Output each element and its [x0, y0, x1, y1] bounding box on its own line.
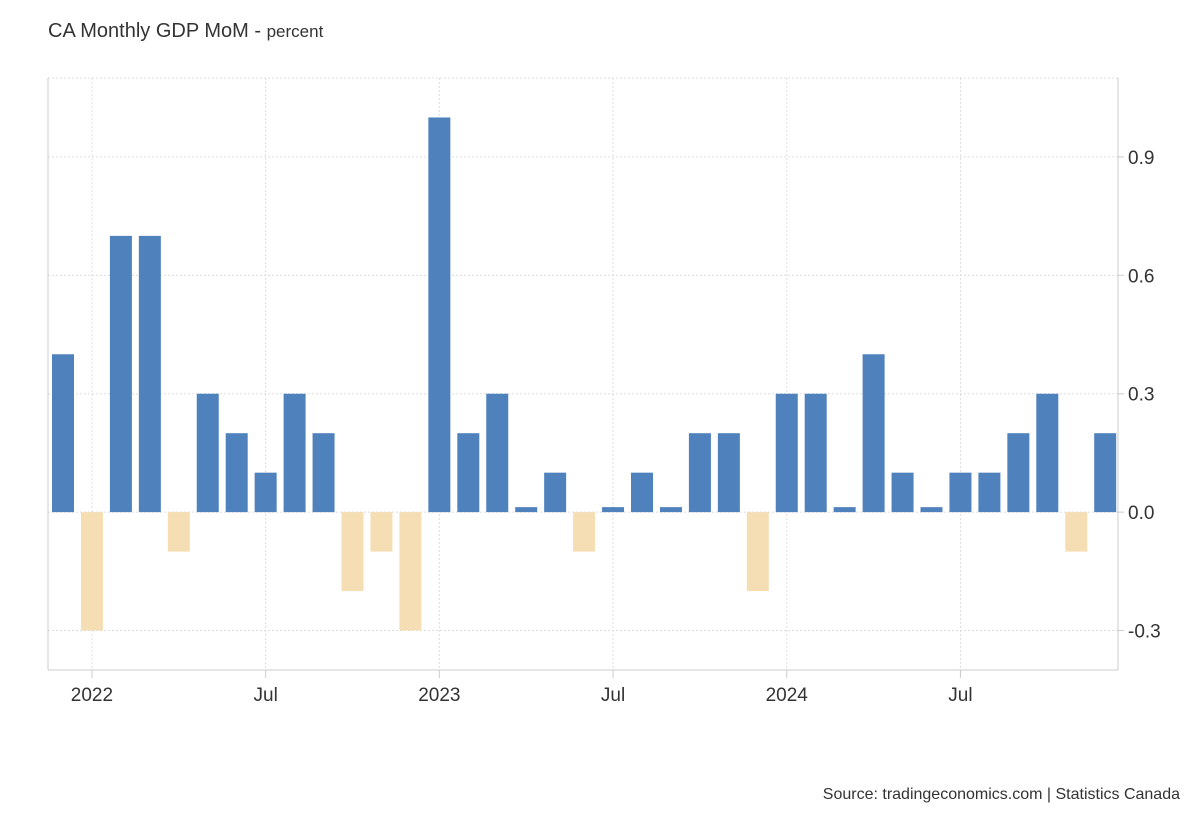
bar-aug-2023	[631, 472, 653, 513]
bar-jan-2023	[428, 117, 451, 513]
x-tick-label: Jul	[601, 685, 625, 706]
bar-dec-2023	[746, 512, 769, 592]
bar-apr-2023	[515, 507, 538, 513]
bar-may-2024	[891, 472, 914, 513]
bar-jan-2022	[80, 512, 103, 631]
x-tick-label: 2022	[71, 685, 113, 706]
bar-sep-2024	[1007, 433, 1030, 513]
bar-oct-2023	[688, 433, 711, 513]
bar-nov-2024	[1065, 512, 1088, 552]
bar-mar-2024	[833, 507, 856, 513]
bar-jun-2023	[573, 512, 596, 552]
bar-aug-2024	[978, 472, 1001, 513]
bar-apr-2022	[167, 512, 190, 552]
source-text: Source: tradingeconomics.com | Statistic…	[822, 786, 1180, 803]
bar-sep-2022	[312, 433, 335, 513]
bar-may-2023	[544, 472, 567, 513]
bar-jun-2024	[920, 507, 943, 513]
x-tick-label: 2024	[766, 685, 809, 706]
bar-jan-2024	[775, 393, 798, 513]
bar-jul-2024	[949, 472, 972, 513]
bar-apr-2024	[862, 354, 885, 513]
bar-mar-2022	[138, 235, 161, 513]
bar-dec-2024	[1094, 433, 1117, 513]
bar-jul-2022	[254, 472, 277, 513]
y-tick-label: 0.9	[1128, 148, 1154, 169]
bar-may-2022	[196, 393, 219, 513]
y-tick-label: 0.0	[1128, 503, 1154, 524]
bar-oct-2022	[341, 512, 364, 592]
bar-mar-2023	[486, 393, 509, 513]
bar-sep-2023	[659, 507, 682, 513]
x-tick-label: 2023	[418, 685, 460, 706]
bar-feb-2022	[109, 235, 132, 513]
bar-aug-2022	[283, 393, 306, 513]
bar-feb-2023	[457, 433, 480, 513]
bar-dec-2021	[52, 354, 74, 513]
bar-jul-2023	[602, 507, 625, 513]
subtitle-text: percent	[266, 22, 324, 41]
bar-feb-2024	[804, 393, 827, 513]
chart-title: CA Monthly GDP MoM - percent	[48, 20, 324, 42]
y-tick-label: 0.6	[1128, 266, 1154, 287]
bar-dec-2022	[399, 512, 422, 631]
bar-jun-2022	[225, 433, 248, 513]
bar-nov-2022	[370, 512, 393, 552]
bar-nov-2023	[717, 433, 740, 513]
bar-oct-2024	[1036, 393, 1059, 513]
x-tick-label: Jul	[948, 685, 972, 706]
y-tick-label: -0.3	[1128, 622, 1161, 643]
y-tick-label: 0.3	[1128, 385, 1154, 406]
title-text: CA Monthly GDP MoM	[48, 20, 249, 42]
x-tick-label: Jul	[254, 685, 278, 706]
